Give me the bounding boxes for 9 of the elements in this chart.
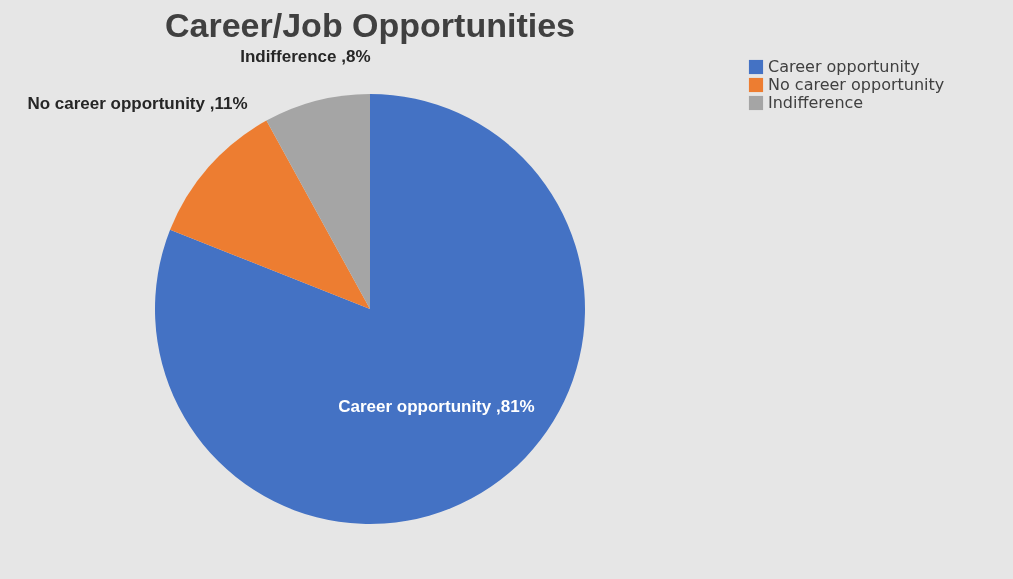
legend-label: Career opportunity [768, 57, 920, 76]
pie-slice [170, 120, 370, 309]
data-label: Indifference ,8% [240, 47, 371, 67]
data-label: Career opportunity ,81% [338, 396, 535, 416]
pie-slice [266, 94, 370, 309]
data-label: No career opportunity ,11% [27, 93, 248, 113]
legend-label: No career opportunity [768, 75, 945, 94]
legend-label: Indifference [768, 93, 864, 112]
chart-title: Career/Job Opportunities [165, 6, 575, 45]
